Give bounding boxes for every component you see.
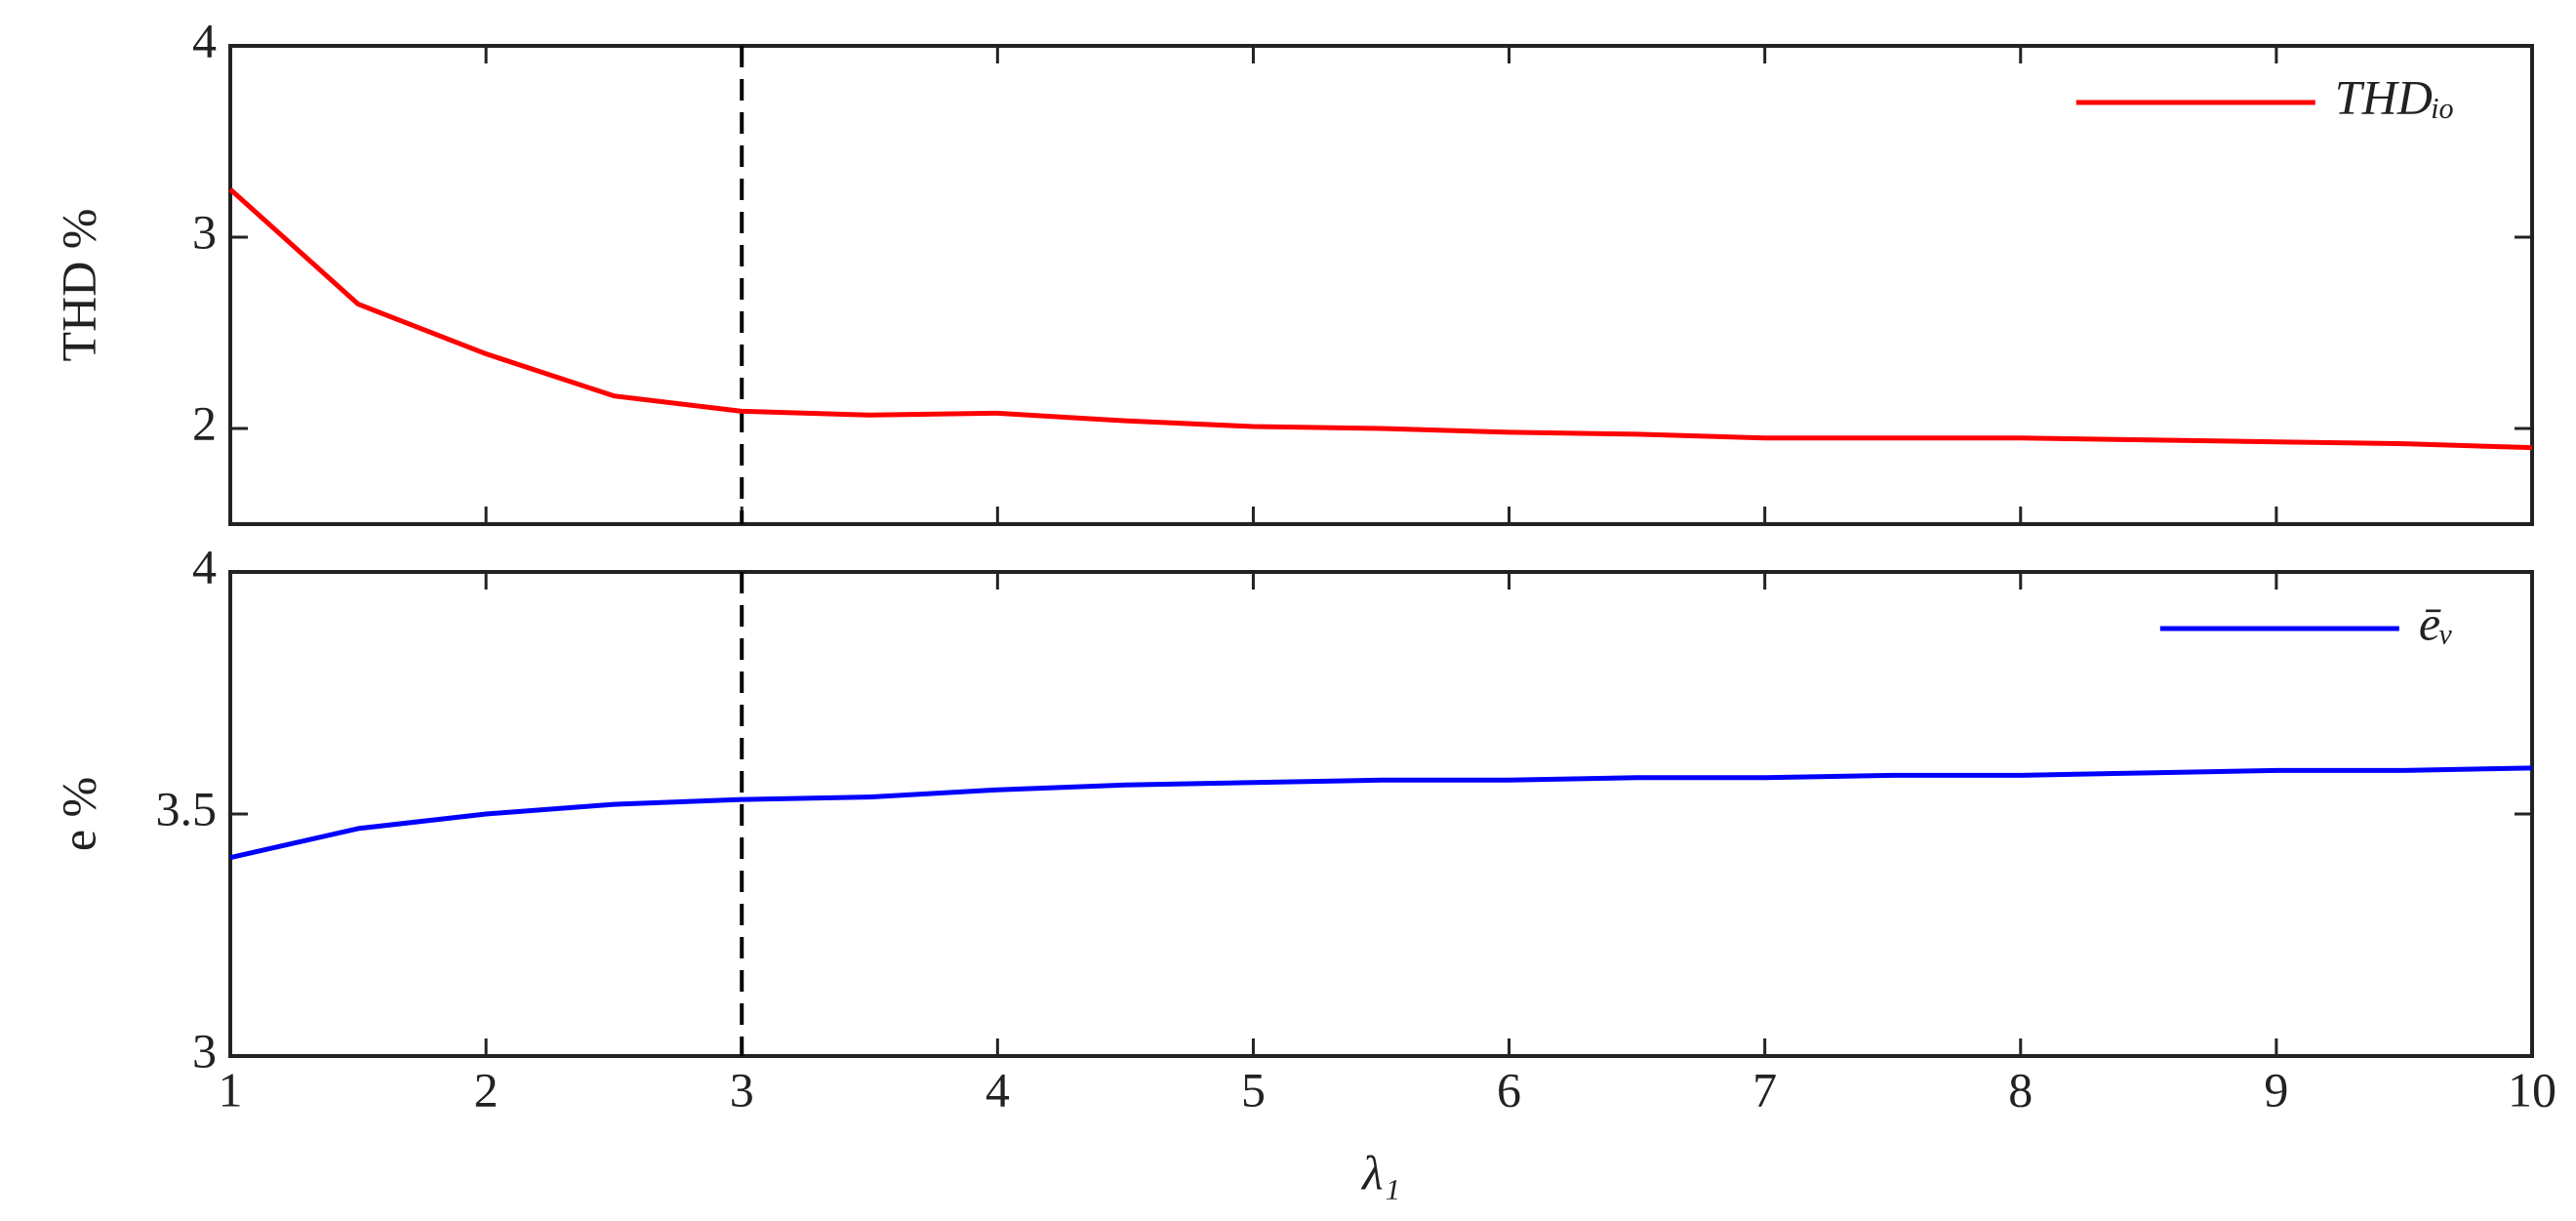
y-tick-label: 4 — [192, 539, 217, 593]
data-line — [229, 765, 2533, 861]
y-axis-label: e % — [51, 777, 105, 851]
y-tick-label: 4 — [192, 13, 217, 67]
x-tick-label: 8 — [2008, 1062, 2033, 1117]
axes-frame — [228, 44, 2534, 526]
y-axis-label: THD % — [51, 209, 105, 362]
x-tick-label: 7 — [1752, 1062, 1777, 1117]
y-tick-label: 3 — [192, 1023, 217, 1078]
axes-frame — [228, 570, 2534, 1058]
x-tick-label: 10 — [2508, 1062, 2556, 1117]
x-tick-label: 6 — [1497, 1062, 1521, 1117]
x-tick-label: 4 — [986, 1062, 1010, 1117]
legend-label: ēᵥ — [2419, 595, 2454, 650]
y-tick-label: 3.5 — [156, 781, 218, 835]
y-tick-label: 2 — [192, 395, 217, 450]
x-tick-label: 9 — [2264, 1062, 2288, 1117]
legend-label: THDᵢₒ — [2335, 69, 2454, 124]
x-tick-label: 2 — [474, 1062, 499, 1117]
x-tick-label: 1 — [219, 1062, 243, 1117]
x-tick-label: 5 — [1241, 1062, 1266, 1117]
x-tick-label: 3 — [730, 1062, 754, 1117]
x-axis-label: λ₁ — [1360, 1145, 1400, 1200]
data-line — [228, 187, 2533, 451]
y-tick-label: 3 — [192, 204, 217, 259]
